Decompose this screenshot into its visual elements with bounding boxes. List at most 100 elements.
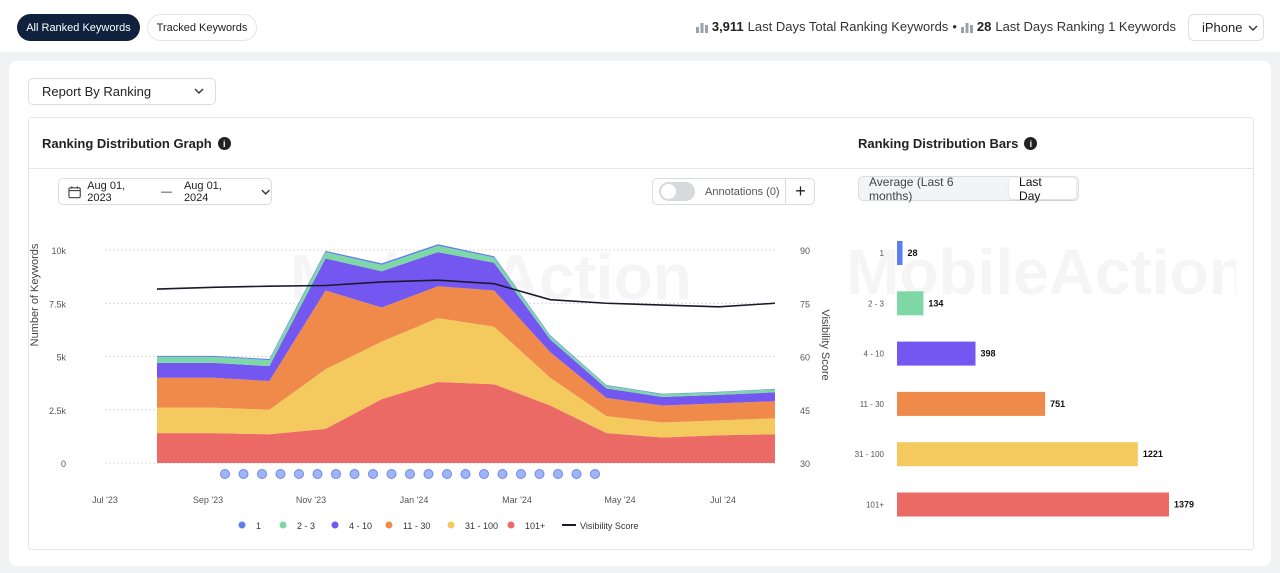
bar-value-label: 1379 <box>1174 500 1194 510</box>
legend-label: 31 - 100 <box>465 521 498 531</box>
rank1-keywords-value: 28 <box>976 19 992 34</box>
area-series-4-10 <box>157 252 775 406</box>
bars-title-text: Ranking Distribution Bars <box>858 136 1019 151</box>
stats-separator: • <box>952 19 957 34</box>
panel-header-divider <box>29 168 1253 169</box>
annotation-marker <box>534 469 545 479</box>
legend-marker <box>279 521 287 529</box>
graph-title: Ranking Distribution Graph i <box>42 136 231 151</box>
y2-tick-label: 60 <box>800 353 810 363</box>
y-tick-label: 2.5k <box>49 406 67 416</box>
bar <box>897 341 976 366</box>
legend-marker <box>447 521 455 529</box>
device-select-value: iPhone <box>1202 20 1243 35</box>
annotation-marker <box>479 469 489 479</box>
bar-category-label: 11 - 30 <box>860 400 885 409</box>
annotation-marker <box>405 469 415 479</box>
visibility-score-line <box>156 279 776 308</box>
legend-marker <box>331 521 339 529</box>
legend-marker <box>385 521 393 529</box>
bar-value-label: 398 <box>981 349 996 359</box>
annotation-marker <box>460 469 471 479</box>
legend-label: 4 - 10 <box>349 521 372 531</box>
bar <box>897 291 924 316</box>
graph-title-text: Ranking Distribution Graph <box>42 136 212 151</box>
report-by-value: Report By Ranking <box>42 84 152 99</box>
legend-label: 2 - 3 <box>297 521 315 531</box>
y2-tick-label: 90 <box>800 246 810 256</box>
bar <box>897 241 903 265</box>
annotation-marker <box>571 469 582 479</box>
info-icon[interactable]: i <box>1024 137 1038 150</box>
annotation-marker <box>220 469 230 479</box>
bar-value-label: 134 <box>928 298 943 308</box>
annotation-marker <box>312 469 323 479</box>
tab-tracked-keywords[interactable]: Tracked Keywords <box>147 14 257 41</box>
legend-label: 1 <box>256 521 261 531</box>
annotation-marker <box>497 469 508 479</box>
legend-label: Visibility Score <box>580 521 638 531</box>
add-annotation-button[interactable]: + <box>785 179 815 204</box>
y-tick-label: 0 <box>61 459 66 469</box>
tab-all-ranked-keywords[interactable]: All Ranked Keywords <box>17 14 140 41</box>
annotation-marker <box>553 469 563 479</box>
ranking-icon <box>695 22 708 33</box>
bar-category-label: 1 <box>880 249 885 258</box>
option-last-day[interactable]: Last Day <box>1009 175 1076 203</box>
bar-value-label: 751 <box>1050 399 1065 409</box>
report-by-select[interactable]: Report By Ranking <box>28 78 216 105</box>
annotation-marker <box>349 469 360 479</box>
ranking-icon <box>960 22 973 33</box>
top-bar: All Ranked Keywords Tracked Keywords 3,9… <box>0 0 1280 52</box>
chevron-down-icon <box>194 88 204 94</box>
bar-category-label: 101+ <box>866 501 884 510</box>
y2-tick-label: 45 <box>800 406 810 416</box>
total-keywords-value: 3,911 <box>711 19 744 34</box>
annotation-marker <box>331 469 341 479</box>
x-tick-label: Jul '24 <box>710 495 736 505</box>
chevron-down-icon <box>261 189 270 195</box>
annotation-marker <box>423 469 434 479</box>
keyword-stats: 3,911 Last Days Total Ranking Keywords •… <box>695 19 1176 34</box>
date-to: Aug 01, 2024 <box>183 179 222 204</box>
date-range-picker[interactable]: Aug 01, 2023 — Aug 01, 2024 <box>58 178 272 205</box>
annotations-label: Annotations (0) <box>705 185 780 198</box>
legend-label: 101+ <box>525 521 545 531</box>
x-tick-label: Jul '23 <box>92 495 118 505</box>
bars-period-switch: Average (Last 6 months) Last Day <box>858 174 1079 203</box>
option-average-6-months[interactable]: Average (Last 6 months) <box>869 174 954 203</box>
x-tick-label: Sep '23 <box>193 495 223 505</box>
device-select[interactable]: iPhone <box>1188 14 1264 41</box>
legend-label: 11 - 30 <box>403 521 430 531</box>
bar-category-label: 4 - 10 <box>864 350 885 359</box>
info-icon[interactable]: i <box>217 137 231 150</box>
annotation-marker <box>238 469 249 479</box>
date-separator: — <box>160 185 172 198</box>
area-series-101+ <box>157 382 775 463</box>
area-series-11-30 <box>157 286 775 423</box>
legend-marker <box>507 521 515 529</box>
x-tick-label: Nov '23 <box>296 495 326 505</box>
calendar-icon <box>68 185 81 198</box>
plus-icon: + <box>795 181 806 201</box>
annotation-marker <box>516 469 526 479</box>
y-tick-label: 7.5k <box>49 299 67 309</box>
annotation-marker <box>442 469 452 479</box>
legend-marker <box>238 521 246 529</box>
annotation-marker <box>294 469 304 479</box>
annotation-marker <box>368 469 378 479</box>
chevron-down-icon <box>1248 25 1258 31</box>
area-series-2-3 <box>157 245 775 397</box>
date-from: Aug 01, 2023 <box>87 179 126 204</box>
rank1-keywords-label: Last Days Ranking 1 Keywords <box>995 19 1176 34</box>
y-axis-label: Number of Keywords <box>29 243 41 346</box>
y2-axis-label: Visibility Score <box>819 309 831 380</box>
bar <box>897 391 1046 416</box>
annotations-toggle[interactable] <box>659 182 695 201</box>
bar-value-label: 28 <box>908 248 918 258</box>
bar-category-label: 2 - 3 <box>868 299 885 308</box>
ranking-panel <box>28 117 1254 550</box>
annotation-marker <box>386 469 397 479</box>
area-series-31-100 <box>157 318 775 438</box>
